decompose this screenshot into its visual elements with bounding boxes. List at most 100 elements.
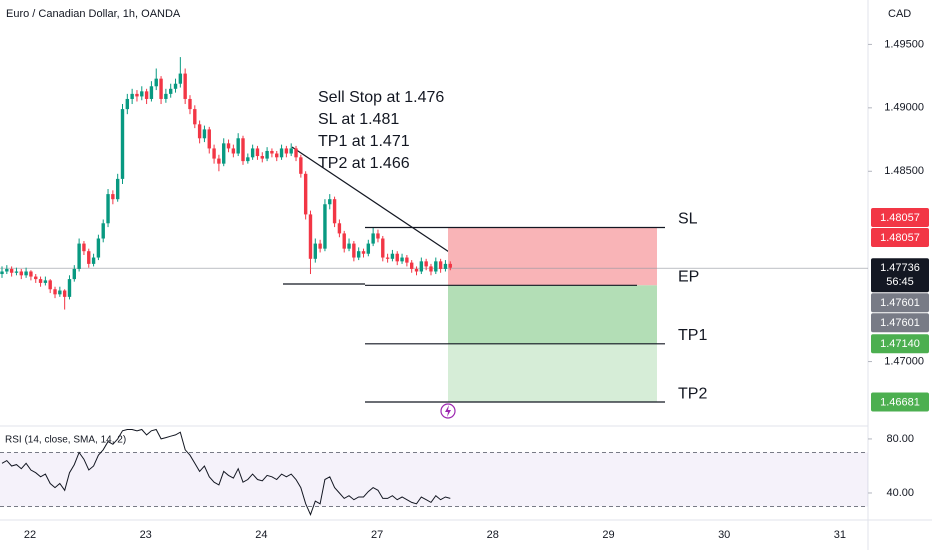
position-zone <box>448 285 657 344</box>
candle-body <box>289 148 293 154</box>
annotation: Sell Stop at 1.476 <box>318 89 444 106</box>
candle-body <box>202 129 207 139</box>
candle-body <box>135 93 139 97</box>
candle-body <box>313 243 317 259</box>
rsi-title: RSI (14, close, SMA, 14, 2) <box>5 435 126 446</box>
candle-body <box>19 271 23 276</box>
candle-body <box>111 194 115 200</box>
currency: CAD <box>888 8 911 20</box>
candle-body <box>414 268 419 272</box>
price-label: 1.47736 <box>880 262 920 274</box>
candle-body <box>279 148 284 158</box>
candle-body <box>250 148 255 158</box>
price-label: 1.46681 <box>880 396 920 408</box>
candle-body <box>438 261 443 269</box>
candle-body <box>405 257 409 263</box>
candle-body <box>429 266 433 272</box>
candle-body <box>376 233 380 239</box>
candle-body <box>154 78 158 87</box>
candle-body <box>106 194 110 224</box>
alert-icon[interactable] <box>440 403 456 419</box>
position-zone <box>448 343 657 403</box>
candle-body <box>169 88 173 94</box>
candle-body <box>58 290 62 295</box>
candle-body <box>443 263 448 269</box>
candle-body <box>366 243 371 254</box>
candle-body <box>294 148 298 158</box>
price-label-box <box>871 258 929 293</box>
y-tick-label: 1.48500 <box>884 165 924 177</box>
y-tick-label: 1.49000 <box>884 102 924 114</box>
candle-body <box>188 98 192 110</box>
candle-body <box>410 262 414 269</box>
candle-body <box>207 129 211 149</box>
y-tick-label: 1.49500 <box>884 38 924 50</box>
candle-body <box>120 109 125 179</box>
x-tick-label: 22 <box>24 529 36 541</box>
candle-body <box>236 138 240 154</box>
candle-body <box>424 261 428 267</box>
candle-body <box>347 243 351 249</box>
x-tick-label: 30 <box>718 529 730 541</box>
candle-body <box>260 156 264 159</box>
candle-body <box>164 93 168 99</box>
price-label-box <box>871 207 929 227</box>
candle-body <box>62 290 67 297</box>
candle-body <box>193 109 197 125</box>
candle-body <box>328 199 332 205</box>
candle-body <box>34 276 38 280</box>
candle-body <box>91 257 96 264</box>
candle-body <box>173 83 178 89</box>
candle-body <box>241 138 245 162</box>
candle-body <box>14 271 19 273</box>
candle-body <box>246 157 250 162</box>
candle-body <box>226 143 231 149</box>
candle-body <box>144 91 149 99</box>
candle-body <box>381 238 385 258</box>
level-name: EP <box>678 269 699 286</box>
candle-body <box>318 243 322 249</box>
annotation: TP1 at 1.471 <box>318 133 410 150</box>
candle-body <box>395 253 399 262</box>
candle-body <box>275 153 279 158</box>
candle-body <box>159 78 163 99</box>
rsi-line <box>1 428 451 516</box>
candle-body <box>183 73 187 99</box>
candle-body <box>130 93 134 99</box>
candle-body <box>222 143 226 164</box>
candle-body <box>400 257 404 262</box>
candle-body <box>255 148 260 157</box>
candle-body <box>29 271 33 277</box>
x-tick-label: 24 <box>255 529 267 541</box>
candle-body <box>140 91 144 97</box>
price-label: 1.48057 <box>880 212 920 224</box>
alert-bolt[interactable] <box>445 405 451 417</box>
price-label: 1.47140 <box>880 338 920 350</box>
x-tick-label: 29 <box>602 529 614 541</box>
candle-body <box>299 157 303 174</box>
price-label: 56:45 <box>886 276 914 288</box>
candle-body <box>265 150 269 159</box>
candle-body <box>38 279 43 283</box>
x-tick-label: 27 <box>371 529 383 541</box>
candle-body <box>43 280 48 283</box>
candle-body <box>87 251 91 264</box>
candle-body <box>342 233 346 249</box>
candle-body <box>53 289 57 295</box>
price-label-box <box>871 313 929 333</box>
price-label: 1.48057 <box>880 232 920 244</box>
level-name: SL <box>678 211 698 228</box>
candle-body <box>385 257 390 259</box>
candle-body <box>178 73 183 84</box>
chart-title: Euro / Canadian Dollar, 1h, OANDA <box>6 8 181 20</box>
candle-body <box>448 263 452 268</box>
candle-body <box>323 204 327 249</box>
annotation: TP2 at 1.466 <box>318 155 410 172</box>
candle-body <box>308 214 313 259</box>
y-tick-label: 1.47000 <box>884 355 924 367</box>
candle-body <box>5 268 9 272</box>
level-name: TP1 <box>678 327 707 344</box>
candle-body <box>149 86 154 99</box>
